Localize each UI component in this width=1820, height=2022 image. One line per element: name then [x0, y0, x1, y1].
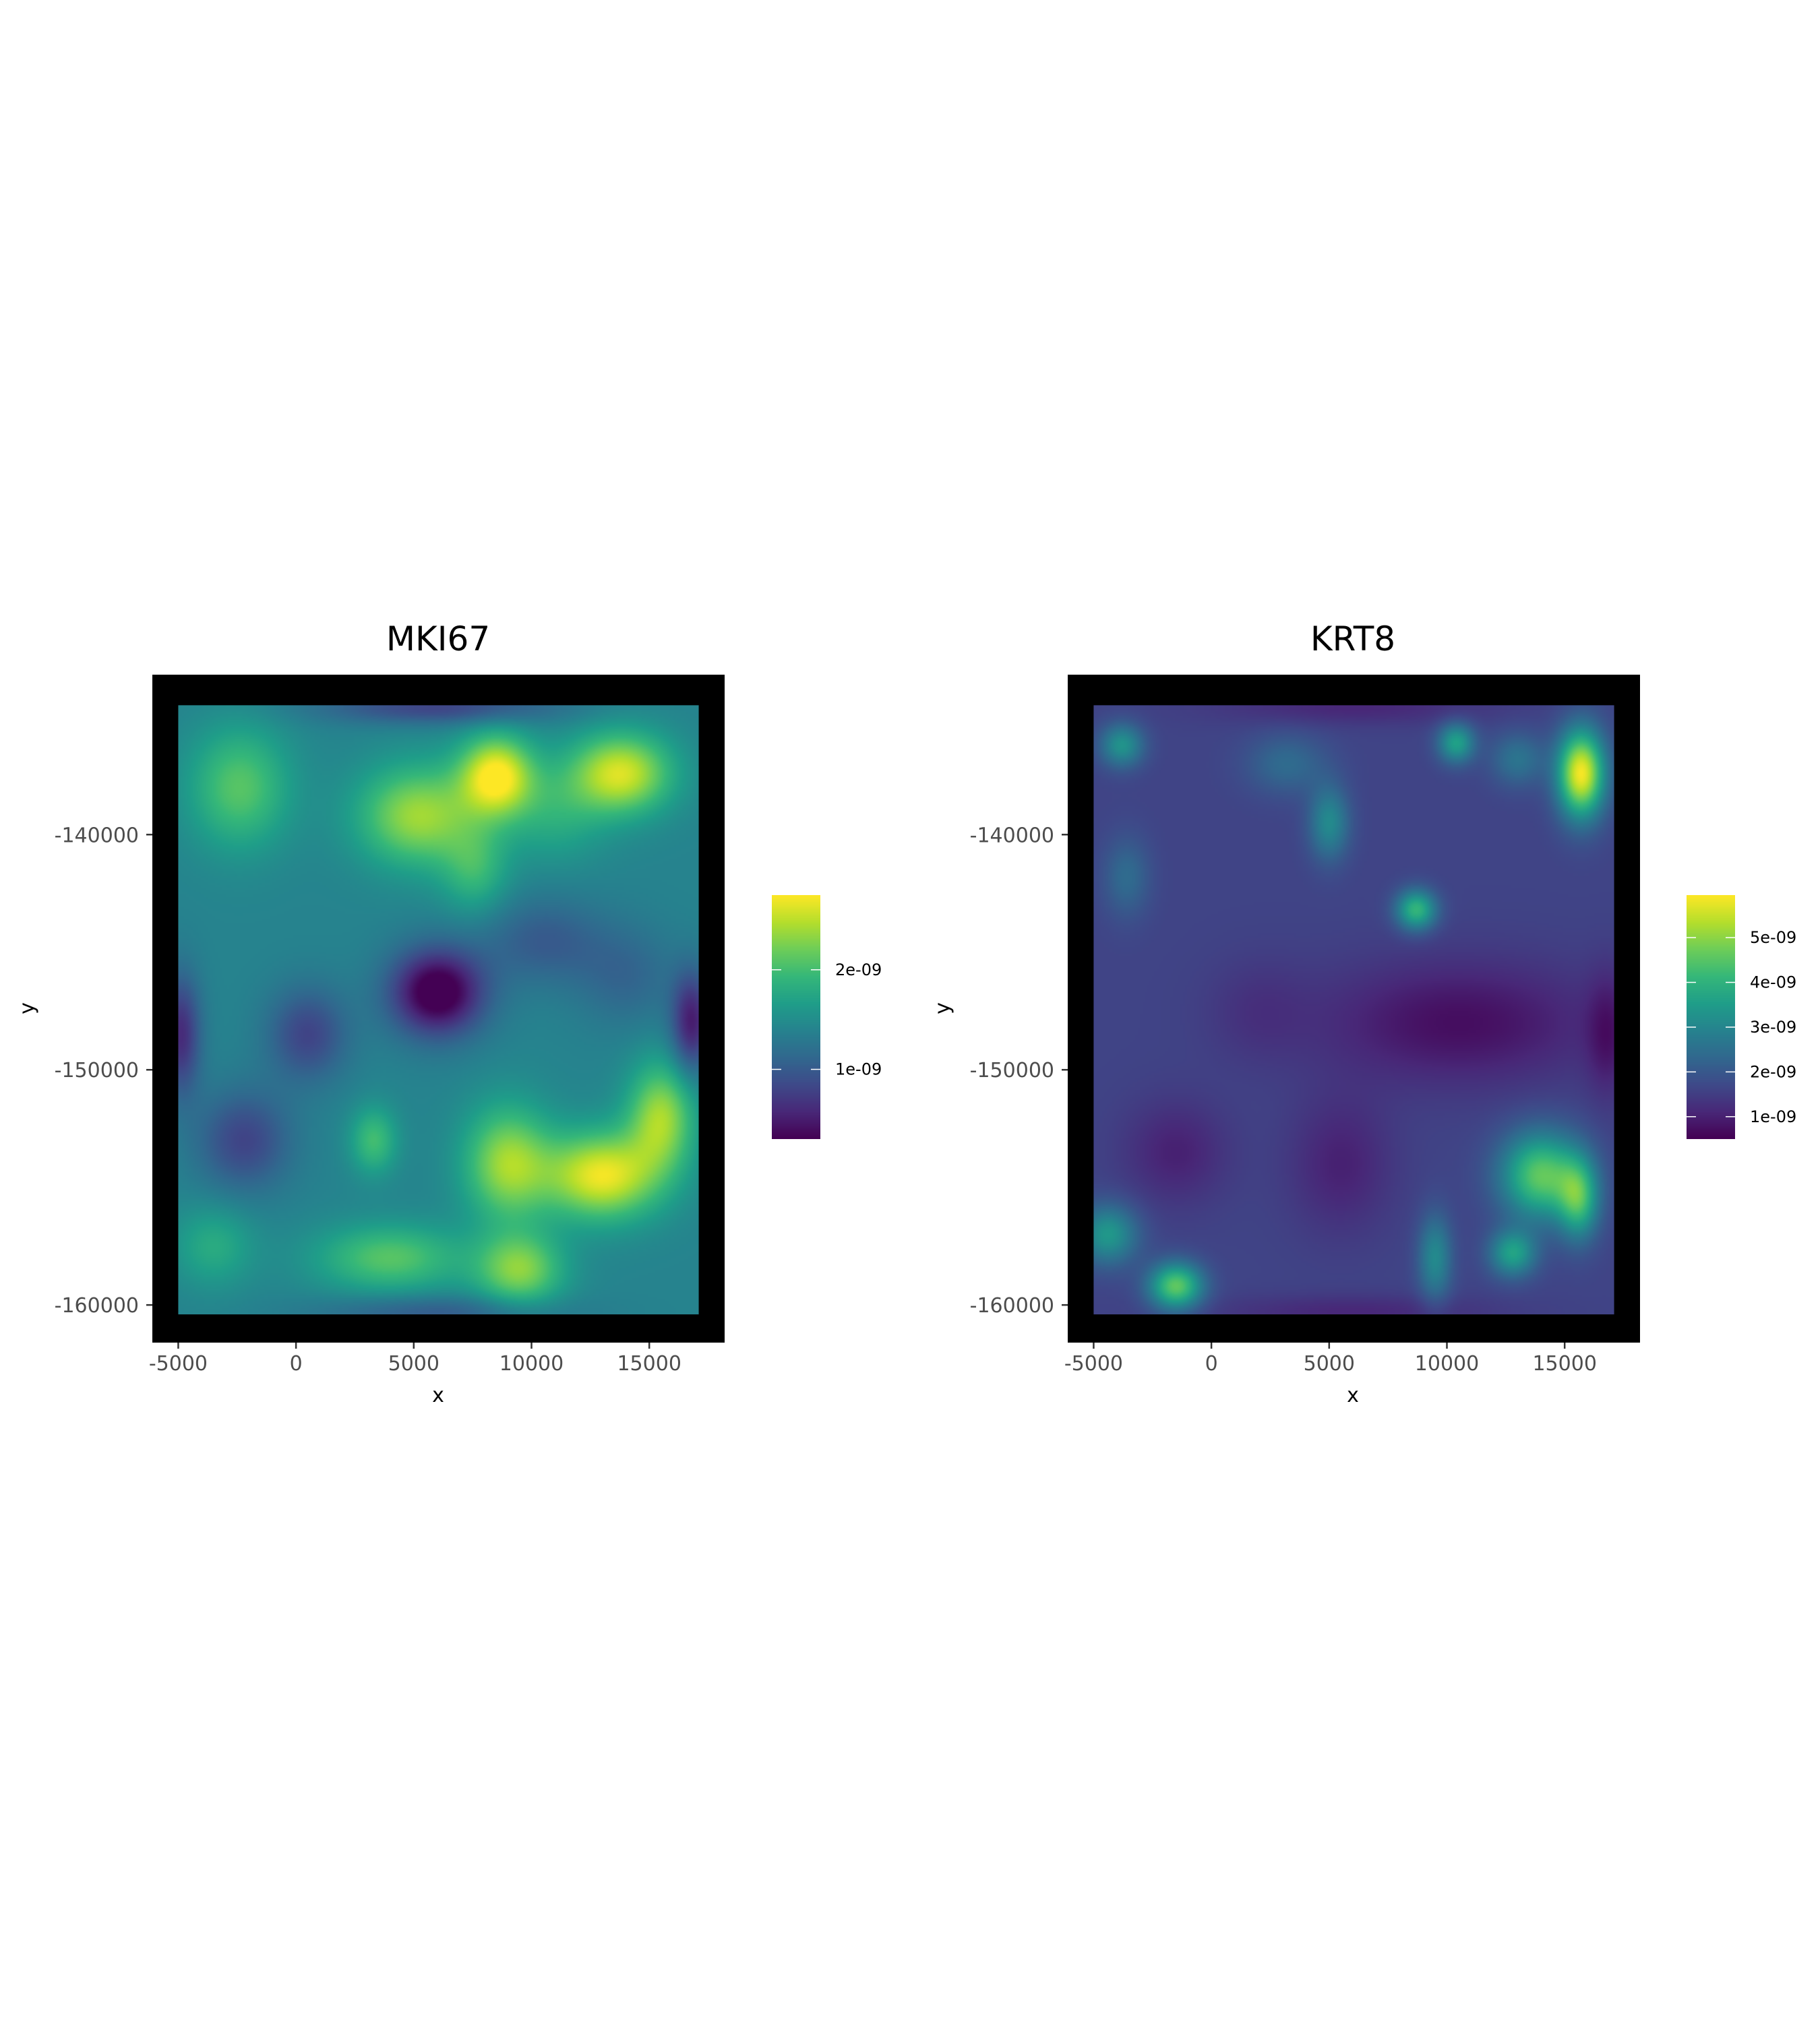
- colorbar-tick-label: 3e-09: [1750, 1018, 1796, 1037]
- y-axis-label: y: [931, 1002, 954, 1014]
- x-axis: -5000 0 5000 10000 15000: [1064, 1343, 1597, 1376]
- y-axis: -140000 -150000 -160000: [55, 824, 152, 1318]
- x-tick-label: 10000: [499, 1352, 564, 1376]
- y-tick-label: -140000: [55, 824, 139, 847]
- colorbar-ticks: 1e-09 2e-09: [772, 960, 882, 1079]
- y-axis-label: y: [16, 1002, 39, 1014]
- colorbar-tick-label: 4e-09: [1750, 973, 1796, 992]
- colorbar-tick-label: 2e-09: [835, 960, 882, 979]
- x-tick-label: -5000: [1064, 1352, 1123, 1376]
- x-axis: -5000 0 5000 10000 15000: [149, 1343, 681, 1376]
- x-axis-label: x: [1347, 1384, 1359, 1407]
- colorbar-tick-label: 1e-09: [1750, 1107, 1796, 1126]
- x-tick-label: 0: [1205, 1352, 1218, 1376]
- heatmap-image: [1093, 705, 1614, 1315]
- colorbar-gradient: [772, 895, 820, 1139]
- x-tick-label: 15000: [617, 1352, 681, 1376]
- colorbar-gradient: [1687, 895, 1735, 1139]
- panel-mki67: MKI67 -5000 0 5000 10000 15000 -140000 -15000…: [16, 619, 882, 1407]
- colorbar: 1e-09 2e-09: [772, 895, 882, 1139]
- panel-krt8: KRT8 -5000 0 5000 10000 15000 -140000 -150000…: [931, 619, 1796, 1407]
- x-tick-label: 10000: [1415, 1352, 1479, 1376]
- heatmap-image: [178, 705, 699, 1315]
- y-tick-label: -150000: [55, 1059, 139, 1082]
- colorbar-tick-label: 1e-09: [835, 1060, 882, 1079]
- x-tick-label: 5000: [388, 1352, 439, 1376]
- y-tick-label: -160000: [970, 1294, 1054, 1318]
- y-tick-label: -160000: [55, 1294, 139, 1318]
- chart-title: MKI67: [386, 619, 490, 658]
- colorbar-tick-label: 5e-09: [1750, 928, 1796, 947]
- x-tick-label: 5000: [1304, 1352, 1355, 1376]
- colorbar: 1e-09 2e-09 3e-09 4e-09 5e-09: [1687, 895, 1796, 1139]
- x-tick-label: -5000: [149, 1352, 208, 1376]
- y-axis: -140000 -150000 -160000: [970, 824, 1068, 1318]
- x-tick-label: 15000: [1532, 1352, 1596, 1376]
- y-tick-label: -140000: [970, 824, 1054, 847]
- chart-title: KRT8: [1310, 619, 1395, 658]
- colorbar-tick-label: 2e-09: [1750, 1062, 1796, 1081]
- x-tick-label: 0: [290, 1352, 303, 1376]
- y-tick-label: -150000: [970, 1059, 1054, 1082]
- colorbar-ticks: 1e-09 2e-09 3e-09 4e-09 5e-09: [1687, 928, 1796, 1126]
- x-axis-label: x: [432, 1384, 444, 1407]
